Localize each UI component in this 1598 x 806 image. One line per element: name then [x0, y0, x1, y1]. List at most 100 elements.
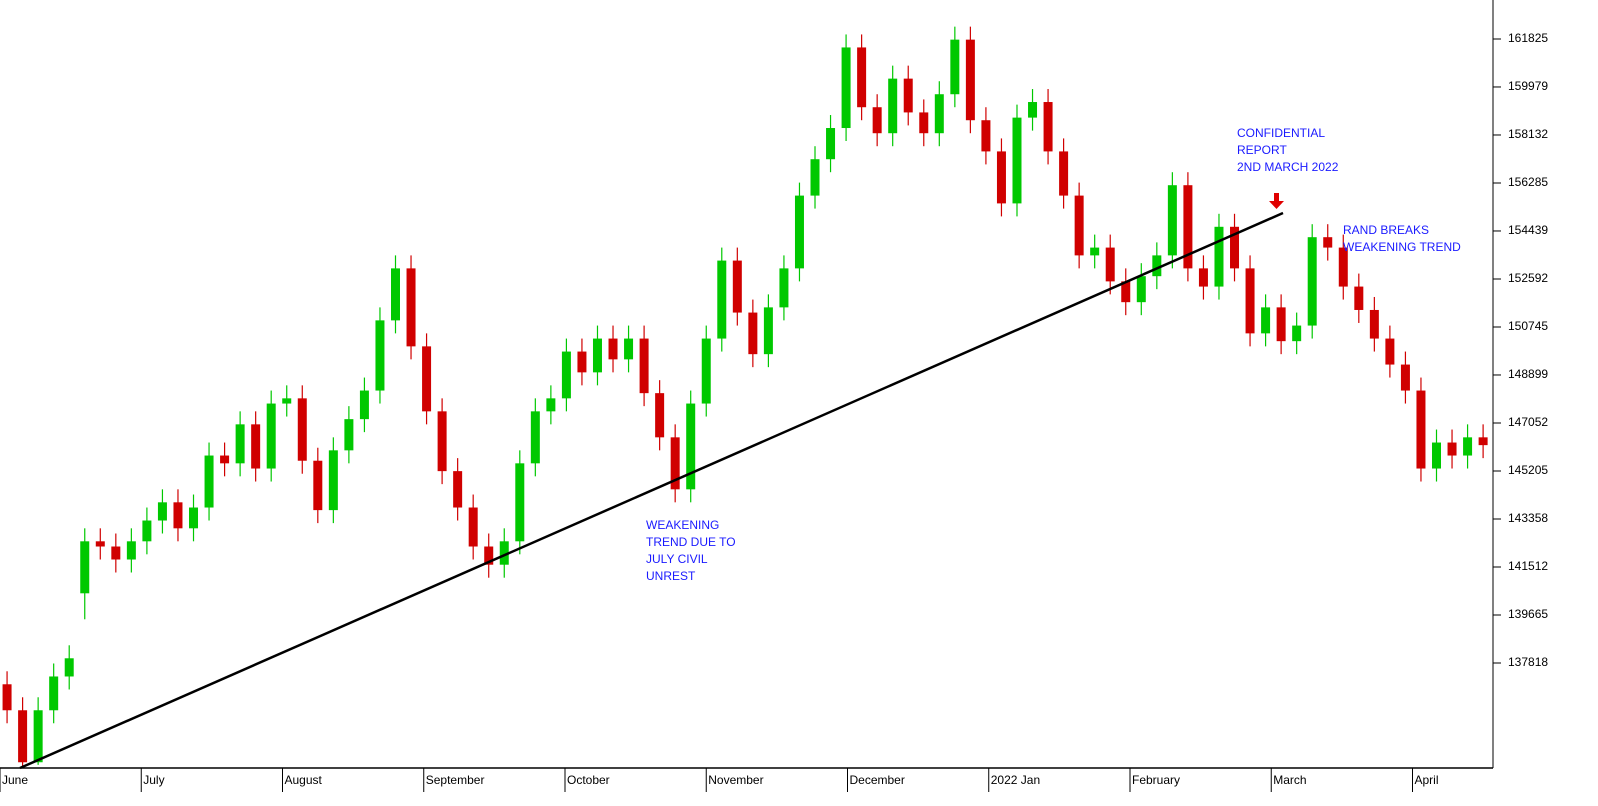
candle-body: [1136, 276, 1146, 303]
candle: [468, 494, 478, 560]
candle-body: [142, 520, 152, 542]
candle: [810, 146, 820, 209]
candle: [888, 65, 898, 147]
candle: [1261, 294, 1271, 347]
candle: [406, 255, 416, 360]
plot-area: [2, 26, 1488, 768]
candle: [484, 533, 494, 578]
candle: [18, 697, 28, 768]
candle: [1354, 273, 1364, 323]
candle-body: [810, 159, 820, 196]
candle: [1245, 255, 1255, 347]
candle: [204, 442, 214, 521]
candle: [826, 115, 836, 173]
candle-body: [701, 338, 711, 404]
candle-body: [33, 710, 43, 763]
candle: [779, 255, 789, 321]
candle-body: [639, 338, 649, 394]
candle: [1230, 213, 1240, 282]
candle: [1183, 172, 1193, 282]
y-tick-label: 145205: [1508, 463, 1548, 477]
candle: [1028, 89, 1038, 131]
candle: [359, 377, 369, 433]
candle: [1432, 429, 1442, 482]
candle: [282, 385, 292, 417]
y-tick-label: 159979: [1508, 79, 1548, 93]
candle: [639, 325, 649, 407]
candle-body: [1152, 255, 1162, 277]
candle-body: [717, 260, 727, 339]
x-tick-label: December: [849, 773, 904, 787]
candle-body: [422, 346, 432, 412]
candle-body: [1400, 364, 1410, 391]
candle-body: [95, 541, 105, 547]
candle-body: [1121, 281, 1131, 303]
candle: [375, 307, 385, 404]
candle: [1292, 312, 1302, 355]
candle: [499, 528, 509, 578]
candle: [1105, 234, 1115, 295]
candle-body: [732, 260, 742, 313]
candle-body: [530, 411, 540, 464]
candle: [1385, 325, 1395, 378]
candle-body: [965, 39, 975, 121]
y-tick-label: 147052: [1508, 415, 1548, 429]
candle-body: [126, 541, 136, 560]
candle: [390, 255, 400, 334]
candle: [732, 247, 742, 326]
x-tick-label: April: [1414, 773, 1438, 787]
candle: [80, 528, 90, 620]
candle: [903, 65, 913, 126]
candle-body: [406, 268, 416, 347]
candle-body: [608, 338, 618, 360]
candle: [686, 390, 696, 503]
candle: [344, 406, 354, 464]
candle-body: [1012, 117, 1022, 204]
trend-line: [19, 211, 1284, 770]
y-tick-label: 139665: [1508, 607, 1548, 621]
candle: [624, 325, 634, 373]
candle: [1323, 224, 1333, 261]
candle: [794, 182, 804, 282]
x-tick-label: August: [284, 773, 322, 787]
candle: [1136, 263, 1146, 316]
candle: [670, 424, 680, 503]
candle: [49, 663, 59, 724]
candle-body: [763, 307, 773, 355]
candle-body: [670, 437, 680, 490]
y-tick-label: 152592: [1508, 271, 1548, 285]
y-tick-label: 158132: [1508, 127, 1548, 141]
candle: [1012, 104, 1022, 217]
x-tick-label: 2022 Jan: [991, 773, 1040, 787]
candle-body: [359, 390, 369, 420]
candle: [1074, 182, 1084, 269]
candle: [453, 458, 463, 521]
x-tick-label: March: [1273, 773, 1306, 787]
candle-body: [996, 151, 1006, 204]
candle: [701, 325, 711, 417]
candle: [111, 533, 121, 573]
candle: [1338, 234, 1348, 300]
candle-body: [655, 393, 665, 438]
candle: [857, 34, 867, 121]
annotation-line: WEAKENING: [646, 518, 719, 532]
candle: [422, 333, 432, 425]
candle-body: [624, 338, 634, 360]
candle-body: [437, 411, 447, 472]
candle: [717, 247, 727, 352]
candle-body: [2, 684, 12, 711]
candle: [872, 94, 882, 147]
annotation-line: CONFIDENTIAL: [1237, 126, 1325, 140]
candle-body: [111, 546, 121, 560]
candle-body: [1230, 226, 1240, 269]
candle-body: [1245, 268, 1255, 334]
candle-body: [826, 128, 836, 160]
candle: [546, 385, 556, 425]
x-tick-label: September: [426, 773, 485, 787]
candle: [530, 398, 540, 477]
candle-body: [157, 502, 167, 521]
candle: [1276, 294, 1286, 355]
candle-body: [1028, 102, 1038, 118]
candle-body: [1463, 437, 1473, 456]
